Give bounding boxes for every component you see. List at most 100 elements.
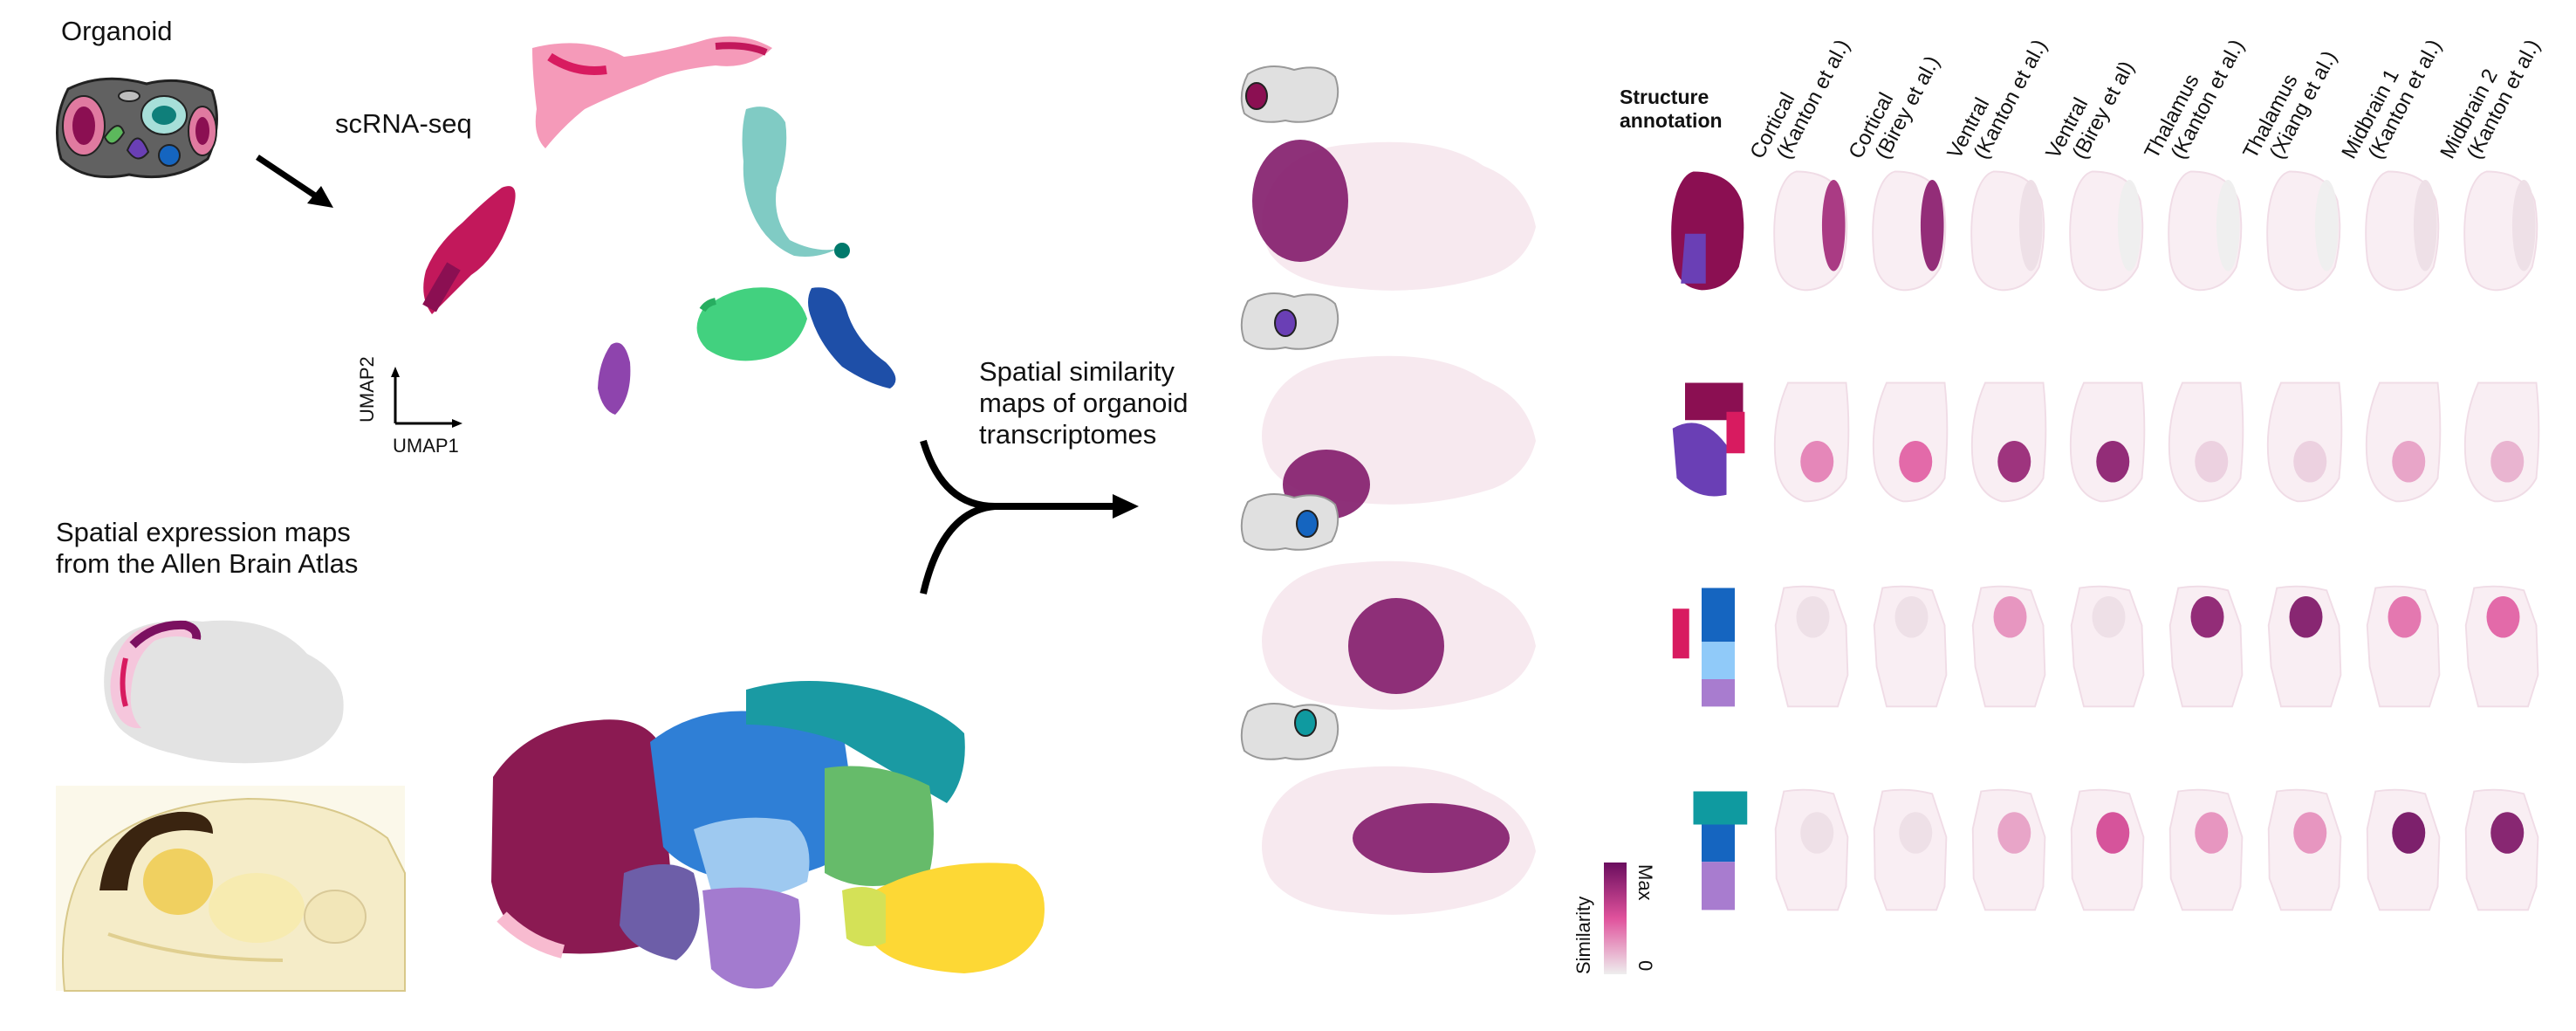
similarity-slice-r0-c6 [2365,170,2440,292]
umap-cluster-green [696,287,807,361]
similarity-hotspot [2096,441,2130,483]
organoid-mini-icon-0 [1240,65,1339,123]
slice-outline [1774,585,1849,708]
sagittal-hotspot [1348,598,1444,694]
similarity-slice-r0-c1 [1872,170,1947,292]
similarity-hotspot [2392,812,2426,854]
similarity-hotspot [2092,596,2126,638]
spatial-expr-title-line1: Spatial expression maps [56,517,351,547]
sagittal-map-0 [1252,140,1536,291]
similarity-hotspot [2293,441,2327,483]
similarity-hotspot [1894,596,1929,638]
umap-cluster-blue [808,287,896,388]
similarity-slice-r0-c2 [1970,170,2045,292]
similarity-slice-r3-c4 [2168,788,2244,911]
similarity-slice-r0-c3 [2069,170,2144,292]
similarity-hotspot [1899,441,1933,483]
umap-cluster-teal [742,107,850,258]
column-header-2: Ventral (Kanton et al.) [1942,24,2052,174]
similarity-slice-r2-c1 [1873,585,1948,708]
legend-min: 0 [1634,960,1656,972]
umap-cluster-crimson [422,186,516,314]
similarity-hotspot [2190,596,2224,638]
slice-outline [2366,585,2441,708]
structure-annotation-line1: Structure [1620,86,1709,108]
mini-organoid-highlight [1294,709,1317,737]
column-header-3: Ventral (Birey et al) [2041,46,2139,174]
mini-organoid-body [1240,65,1339,123]
similarity-hotspot [2490,441,2525,483]
organoid-mini-icon-3 [1240,703,1339,760]
umap-axes [391,367,462,428]
annotation-region [1685,382,1744,421]
annotation-region [1702,679,1735,707]
arrow-organoid-to-umap [256,155,333,208]
similarity-slice-r3-c7 [2464,788,2539,911]
mini-organoid-body [1240,493,1339,551]
similarity-title-line3: transcriptomes [979,419,1157,450]
organoid-mini-icon-2 [1240,493,1339,551]
similarity-hotspot [1997,441,2031,483]
similarity-slice-r1-c7 [2463,381,2540,503]
similarity-hotspot [2195,812,2229,854]
similarity-slice-r1-c6 [2365,381,2442,503]
similarity-hotspot [1920,180,1944,271]
similarity-slice-r2-c4 [2168,585,2244,708]
umap1-label: UMAP1 [393,435,459,457]
umap-cluster-purple [598,342,631,415]
similarity-hotspot [1821,180,1846,271]
allen-ish-photo [56,786,406,992]
similarity-slice-r1-c2 [1970,381,2047,503]
similarity-hotspot [1796,596,1830,638]
organoid-mini-icon-1 [1240,292,1339,350]
similarity-hotspot [2289,596,2323,638]
similarity-slice-r3-c0 [1774,788,1849,911]
slice-outline [2070,585,2145,708]
column-header-5: Thalamus (Xiang et al.) [2238,36,2341,174]
similarity-slice-r2-c5 [2267,585,2342,708]
annotation-region [1702,824,1735,863]
legend-title: Similarity [1572,896,1594,974]
annotation-slice-r1 [1672,382,1745,497]
similarity-hotspot [2117,180,2141,271]
similarity-slice-r1-c4 [2168,381,2244,503]
mini-organoid-body [1240,703,1339,760]
column-header-7: Midbrain 2 (Kanton et al.) [2436,24,2545,174]
similarity-hotspot [2216,180,2240,271]
similarity-slice-r2-c3 [2070,585,2145,708]
similarity-slice-r0-c5 [2266,170,2341,292]
similarity-slice-r3-c6 [2366,788,2441,911]
umap-cluster-pink [532,36,772,149]
similarity-title-line2: maps of organoid [979,388,1189,418]
similarity-hotspot [2490,812,2525,854]
similarity-slice-r0-c4 [2168,170,2243,292]
similarity-slice-r0-c0 [1773,170,1848,292]
similarity-hotspot [1997,812,2031,854]
annotation-region [1702,642,1735,679]
annotation-region [1681,233,1706,284]
similarity-hotspot [1800,812,1834,854]
sagittal-map-2 [1262,560,1536,710]
similarity-hotspot [1993,596,2027,638]
umap2-label: UMAP2 [356,356,378,423]
organoid-label: Organoid [61,16,173,46]
mini-organoid-highlight [1274,309,1297,337]
spatial-expr-title-line2: from the Allen Brain Atlas [56,548,359,579]
column-header-6: Midbrain 1 (Kanton et al.) [2337,24,2446,174]
similarity-hotspot [2018,180,2043,271]
annotation-region [1672,608,1689,659]
similarity-hotspot [2392,441,2426,483]
similarity-slice-r3-c1 [1873,788,1948,911]
similarity-slice-r2-c2 [1971,585,2046,708]
slice-outline [2464,585,2539,708]
similarity-slice-r2-c7 [2464,585,2539,708]
annotation-region [1672,423,1727,497]
slice-outline [2267,585,2342,708]
similarity-hotspot [2388,596,2422,638]
column-header-0: Cortical (Kanton et al.) [1745,24,1854,174]
similarity-slice-r1-c1 [1872,381,1949,503]
umap-scatter [422,36,896,415]
mini-organoid-highlight [1245,82,1268,110]
allen-expression-map [104,620,344,764]
similarity-slice-r1-c0 [1773,381,1850,503]
